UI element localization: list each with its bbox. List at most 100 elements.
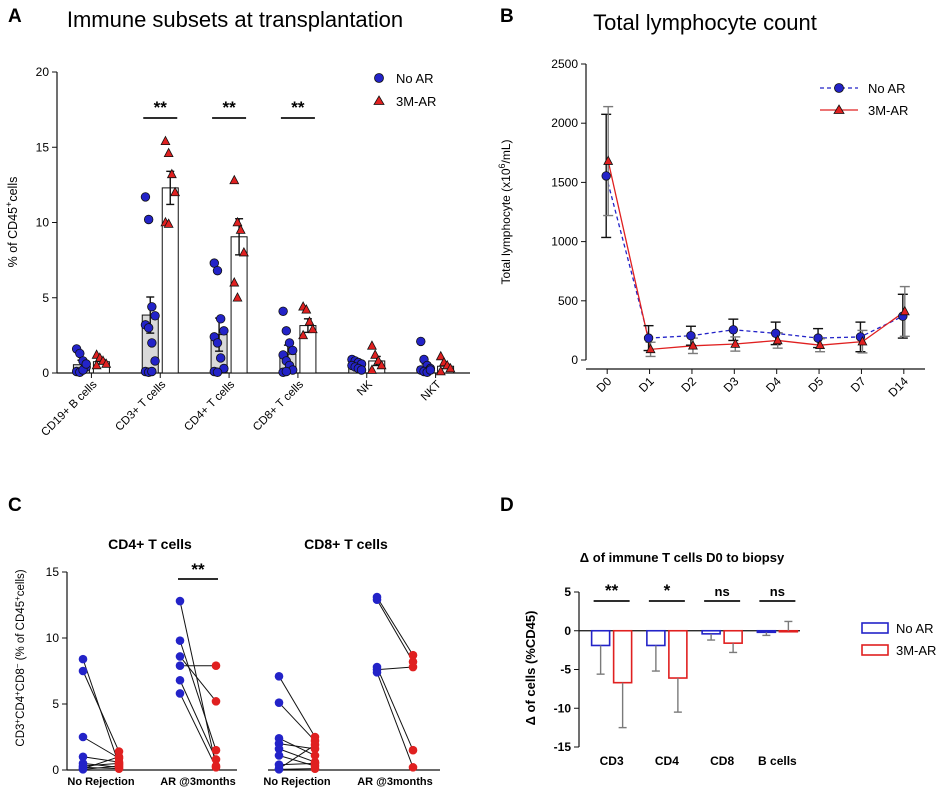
pair-line-c bbox=[278, 702, 316, 742]
bar-d-3m-ar bbox=[668, 629, 688, 679]
data-point-a-3m-ar bbox=[366, 340, 377, 350]
data-point-a-3m-ar bbox=[166, 168, 177, 179]
y-axis-label-a: % of CD45+cells bbox=[4, 177, 20, 268]
y-tick-label-b: 0 bbox=[571, 353, 578, 367]
pair-line-c bbox=[278, 676, 316, 738]
x-tick-label-c: No Rejection bbox=[263, 776, 331, 788]
pair-line-c bbox=[376, 672, 414, 768]
data-point-a-no-ar bbox=[147, 366, 157, 377]
y-axis-label-c: CD3+CD4+CD8− (% of CD45+cells) bbox=[13, 569, 28, 746]
data-point-c-post bbox=[211, 661, 221, 671]
legend-label-3m-ar-d: 3M-AR bbox=[896, 643, 936, 658]
data-point-a-3m-ar bbox=[232, 292, 243, 302]
y-tick-label-a: 15 bbox=[36, 140, 50, 154]
y-tick-label-c: 0 bbox=[52, 763, 59, 777]
data-point-c-pre bbox=[175, 652, 185, 661]
bar-d-3m-ar bbox=[778, 629, 799, 633]
data-point-a-3m-ar bbox=[163, 147, 174, 158]
significance-label-d: ns bbox=[715, 584, 730, 599]
legend-a: No AR 3M-AR bbox=[373, 71, 436, 109]
data-point-c-post bbox=[408, 662, 418, 672]
data-point-c-pre bbox=[78, 654, 88, 664]
data-point-a-no-ar bbox=[147, 338, 157, 348]
legend-swatch-3m-ar-d bbox=[861, 644, 889, 656]
data-point-a-3m-ar bbox=[301, 304, 312, 314]
chart-title-b: Total lymphocyte count bbox=[593, 10, 817, 35]
data-point-c-pre bbox=[175, 675, 185, 685]
data-point-a-3m-ar bbox=[238, 246, 249, 257]
data-point-a-no-ar bbox=[150, 311, 160, 321]
data-point-c-pre bbox=[274, 671, 284, 681]
panel-letter-b: B bbox=[500, 6, 514, 27]
chart-title-a: Immune subsets at transplantation bbox=[67, 7, 403, 32]
data-point-b-3m-ar bbox=[645, 343, 656, 354]
data-point-c-post bbox=[408, 763, 418, 772]
significance-label-d: ns bbox=[770, 584, 785, 599]
significance-label-d: ** bbox=[605, 581, 619, 600]
bar-a-3m-ar bbox=[161, 187, 179, 374]
data-point-a-no-ar bbox=[212, 338, 223, 348]
bar-d-no-ar bbox=[756, 629, 777, 634]
data-point-a-no-ar bbox=[215, 353, 226, 363]
data-point-a-no-ar bbox=[215, 314, 226, 324]
data-point-c-pre bbox=[78, 765, 88, 774]
data-point-c-pre bbox=[78, 666, 88, 676]
y-tick-label-d: 5 bbox=[564, 585, 571, 599]
data-point-a-3m-ar bbox=[376, 359, 387, 370]
data-point-a-no-ar bbox=[281, 366, 292, 377]
data-point-b-3m-ar bbox=[603, 155, 614, 165]
y-axis-label-a-main: % of CD45 bbox=[6, 207, 20, 267]
y-tick-label-d: -5 bbox=[560, 663, 571, 677]
y-axis-label-b-main: Total lymphocyte (x10 bbox=[499, 168, 513, 284]
panel-letter-c: C bbox=[8, 495, 22, 516]
data-point-a-no-ar bbox=[140, 192, 151, 202]
data-point-a-no-ar bbox=[425, 365, 436, 375]
y-tick-label-c: 5 bbox=[52, 697, 59, 711]
data-point-b-3m-ar bbox=[899, 305, 910, 316]
x-tick-label-c: AR @3months bbox=[357, 776, 433, 788]
pair-line-c bbox=[376, 596, 414, 656]
data-point-a-no-ar bbox=[278, 306, 288, 316]
data-point-a-3m-ar bbox=[307, 323, 318, 334]
chart-title-d: Δ of immune T cells D0 to biopsy bbox=[580, 550, 785, 565]
data-point-c-pre bbox=[175, 661, 185, 671]
data-point-a-no-ar bbox=[281, 326, 292, 336]
legend-marker-3m-ar-b bbox=[833, 104, 845, 114]
y-axis-label-a-sup: + bbox=[4, 202, 14, 207]
data-point-a-no-ar bbox=[147, 302, 157, 312]
y-axis-label-b-sup: 6 bbox=[497, 163, 507, 168]
data-point-a-3m-ar bbox=[170, 186, 181, 197]
x-tick-label-d: CD8 bbox=[710, 754, 734, 768]
significance-label-a: ** bbox=[154, 98, 168, 117]
data-point-c-post bbox=[114, 761, 124, 771]
data-point-b-no-ar bbox=[686, 331, 696, 341]
x-tick-label-b: D4 bbox=[763, 374, 784, 395]
panel-c: C CD4+ T cells CD8+ T cells 0 5 10 15 No Rej… bbox=[8, 495, 440, 788]
legend-swatch-no-ar-d bbox=[861, 622, 889, 634]
y-tick-label-b: 1000 bbox=[551, 235, 578, 249]
data-point-c-pre bbox=[372, 668, 382, 677]
data-point-b-3m-ar bbox=[687, 340, 698, 350]
data-point-c-post bbox=[310, 740, 320, 750]
data-point-a-3m-ar bbox=[232, 216, 243, 227]
x-tick-label-b: D5 bbox=[805, 374, 826, 395]
y-tick-label-d: 0 bbox=[564, 624, 571, 638]
data-point-a-3m-ar bbox=[160, 135, 171, 145]
data-point-c-post bbox=[211, 755, 221, 764]
y-tick-label-d: -15 bbox=[554, 740, 572, 754]
bar-d-no-ar bbox=[701, 629, 721, 635]
x-tick-label-b: D2 bbox=[678, 374, 699, 395]
y-tick-label-b: 2000 bbox=[551, 116, 578, 130]
data-point-c-post bbox=[310, 751, 320, 760]
data-point-b-no-ar bbox=[770, 328, 781, 339]
data-point-a-3m-ar bbox=[163, 218, 174, 228]
legend-label-3m-ar: 3M-AR bbox=[396, 94, 436, 109]
x-tick-label-a: CD8+ T cells bbox=[251, 378, 306, 433]
pair-line-c bbox=[82, 670, 120, 752]
data-point-a-3m-ar bbox=[370, 349, 381, 359]
data-point-a-no-ar bbox=[150, 356, 160, 366]
x-tick-label-b: D7 bbox=[848, 374, 869, 395]
chart-title-c1: CD4+ T cells bbox=[108, 536, 192, 552]
data-point-a-3m-ar bbox=[435, 350, 446, 361]
